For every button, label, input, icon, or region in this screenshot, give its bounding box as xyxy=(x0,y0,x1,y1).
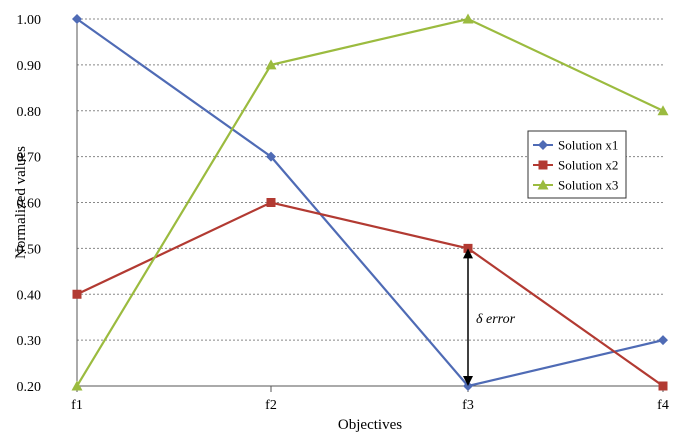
legend-marker xyxy=(538,160,548,170)
x-axis-title: Objectives xyxy=(338,417,402,433)
y-tick-label: 0.20 xyxy=(17,380,42,395)
data-point xyxy=(657,105,669,116)
legend-marker xyxy=(537,179,549,190)
series-3 xyxy=(71,13,669,391)
legend-label: Solution x1 xyxy=(558,138,618,153)
x-tick-label: f1 xyxy=(71,398,83,413)
data-point xyxy=(462,13,474,24)
legend-label: Solution x2 xyxy=(558,158,618,173)
series-lines xyxy=(71,13,669,391)
data-point xyxy=(658,381,668,391)
y-tick-label: 0.60 xyxy=(17,197,42,212)
y-tick-label: 0.80 xyxy=(17,105,42,120)
y-tick-label: 0.50 xyxy=(17,242,42,257)
x-tick-label: f3 xyxy=(462,398,474,413)
data-point xyxy=(266,151,276,162)
annotation-arrow-head-up xyxy=(463,248,473,259)
legend-item: Solution x3 xyxy=(533,178,618,193)
y-axis-title: Normalized values xyxy=(13,146,29,259)
series-1 xyxy=(72,14,668,391)
legend-marker xyxy=(538,140,548,150)
x-tick-label: f4 xyxy=(657,398,669,413)
series-line xyxy=(76,201,664,387)
legend-label: Solution x3 xyxy=(558,178,618,193)
annotation-arrow-head-down xyxy=(463,376,473,386)
series-line xyxy=(76,17,664,387)
data-point xyxy=(71,380,83,391)
data-point xyxy=(72,14,82,24)
y-tick-label: 0.70 xyxy=(17,151,42,166)
annotation-label: δ error xyxy=(476,312,516,327)
data-point xyxy=(265,59,277,70)
y-tick-label: 0.40 xyxy=(17,288,42,303)
data-point xyxy=(72,289,82,299)
data-point xyxy=(266,198,276,207)
data-point xyxy=(658,335,668,346)
series-line xyxy=(76,18,664,388)
y-tick-label: 0.30 xyxy=(17,334,42,349)
y-tick-label: 1.00 xyxy=(17,13,42,28)
legend-item: Solution x1 xyxy=(533,138,618,153)
y-tick-label: 0.90 xyxy=(17,59,42,74)
x-tick-label: f2 xyxy=(265,398,277,413)
annotation-group: δ error xyxy=(463,248,516,386)
legend: Solution x1 Solution x2 Solution x3 xyxy=(527,130,627,199)
axes: 0.20 0.30 0.40 0.50 0.60 0.70 0.80 0.90 1.00 f1 f2… xyxy=(13,13,669,433)
legend-item: Solution x2 xyxy=(533,158,618,173)
